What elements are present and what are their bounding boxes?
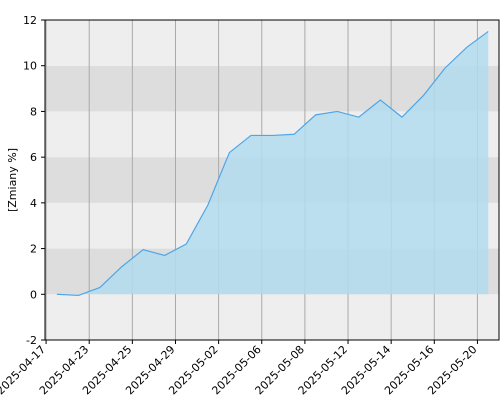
y-tick-label: 10: [23, 60, 37, 73]
y-tick-label: 6: [30, 151, 37, 164]
area-fill: [56, 31, 489, 296]
background-band: [45, 20, 499, 66]
area-line: [56, 30, 489, 297]
y-tick-label: 12: [23, 14, 37, 27]
y-tick-label: 8: [30, 105, 37, 118]
y-tick-label: -2: [26, 334, 37, 347]
y-tick-label: 2: [30, 243, 37, 256]
y-tick-label: 4: [30, 197, 37, 210]
y-axis-label: [Zmiany %]: [6, 148, 19, 212]
background-band: [45, 294, 499, 340]
plot-border: [44, 19, 500, 341]
y-tick-label: 0: [30, 288, 37, 301]
